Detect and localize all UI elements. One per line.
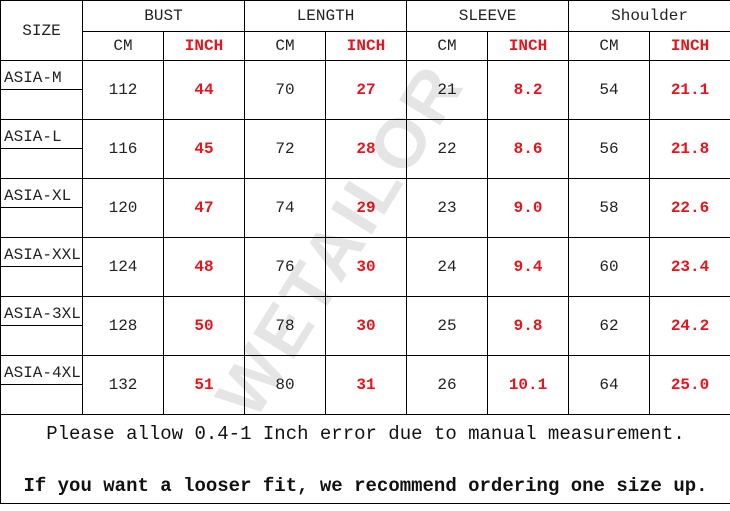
- length-header: LENGTH: [243, 0, 408, 32]
- shoulder-cm-cell: 60: [568, 237, 651, 297]
- shoulder-cm-cell: 64: [568, 355, 651, 415]
- bust-cm-cell: 124: [82, 237, 164, 297]
- size-cell: ASIA-XXL: [0, 237, 83, 297]
- sleeve-in-cell: 8.6: [487, 119, 570, 179]
- table-row: ASIA-4XL 132 51 80 31 26 10.1 64 25.0: [0, 355, 730, 415]
- shoulder-cm-cell: 54: [568, 60, 651, 120]
- sleeve-cm-cell: 26: [406, 355, 489, 415]
- shoulder-in-cell: 23.4: [649, 237, 730, 297]
- cm-header: CM: [568, 31, 651, 61]
- size-cell: ASIA-XL: [0, 178, 83, 238]
- inch-header: INCH: [487, 31, 570, 61]
- length-in-cell: 27: [324, 60, 408, 120]
- bust-header: BUST: [82, 0, 245, 32]
- error-note: Please allow 0.4-1 Inch error due to man…: [46, 423, 685, 445]
- sleeve-in-cell: 9.8: [487, 296, 570, 356]
- sleeve-cm-cell: 22: [406, 119, 489, 179]
- table-row: ASIA-XXL 124 48 76 30 24 9.4 60 23.4: [0, 237, 730, 297]
- sleeve-in-cell: 9.0: [487, 178, 570, 238]
- shoulder-cm-cell: 56: [568, 119, 651, 179]
- sleeve-header: SLEEVE: [406, 0, 570, 32]
- bust-in-cell: 51: [163, 355, 245, 415]
- length-cm-cell: 78: [244, 296, 326, 356]
- cm-header: CM: [244, 31, 326, 61]
- bust-in-cell: 44: [163, 60, 245, 120]
- size-cell: ASIA-M: [0, 60, 83, 120]
- cm-header: CM: [406, 31, 489, 61]
- shoulder-cm-cell: 58: [568, 178, 651, 238]
- size-header: SIZE: [0, 0, 83, 61]
- length-in-cell: 28: [324, 119, 408, 179]
- length-in-cell: 29: [324, 178, 408, 238]
- sleeve-cm-cell: 21: [406, 60, 489, 120]
- inch-header: INCH: [163, 31, 245, 61]
- sleeve-in-cell: 9.4: [487, 237, 570, 297]
- length-cm-cell: 72: [244, 119, 326, 179]
- table-row: ASIA-XL 120 47 74 29 23 9.0 58 22.6: [0, 178, 730, 238]
- cm-header: CM: [82, 31, 164, 61]
- length-in-cell: 30: [324, 296, 408, 356]
- shoulder-in-cell: 21.1: [649, 60, 730, 120]
- bust-cm-cell: 128: [82, 296, 164, 356]
- bust-in-cell: 48: [163, 237, 245, 297]
- size-cell: ASIA-4XL: [0, 355, 83, 415]
- sleeve-cm-cell: 23: [406, 178, 489, 238]
- bust-in-cell: 45: [163, 119, 245, 179]
- shoulder-in-cell: 24.2: [649, 296, 730, 356]
- bust-cm-cell: 132: [82, 355, 164, 415]
- table-row: ASIA-M 112 44 70 27 21 8.2 54 21.1: [0, 60, 730, 120]
- shoulder-in-cell: 21.8: [649, 119, 730, 179]
- size-label: ASIA-XXL: [4, 246, 81, 264]
- length-in-cell: 31: [324, 355, 408, 415]
- size-label: ASIA-L: [4, 128, 62, 146]
- size-label: ASIA-3XL: [4, 305, 81, 323]
- sleeve-in-cell: 10.1: [487, 355, 570, 415]
- table-row: ASIA-3XL 128 50 78 30 25 9.8 62 24.2: [0, 296, 730, 356]
- sleeve-cm-cell: 24: [406, 237, 489, 297]
- bust-in-cell: 50: [163, 296, 245, 356]
- shoulder-header: Shoulder: [568, 0, 730, 32]
- size-label: ASIA-M: [4, 69, 62, 87]
- size-cell: ASIA-3XL: [0, 296, 83, 356]
- bust-cm-cell: 120: [82, 178, 164, 238]
- sleeve-in-cell: 8.2: [487, 60, 570, 120]
- bust-cm-cell: 116: [82, 119, 164, 179]
- table-row: ASIA-L 116 45 72 28 22 8.6 56 21.8: [0, 119, 730, 179]
- size-cell: ASIA-L: [0, 119, 83, 179]
- notes-cell: Please allow 0.4-1 Inch error due to man…: [0, 414, 730, 504]
- size-label: ASIA-4XL: [4, 364, 81, 382]
- shoulder-in-cell: 22.6: [649, 178, 730, 238]
- inch-header: INCH: [649, 31, 730, 61]
- length-cm-cell: 74: [244, 178, 326, 238]
- inch-header: INCH: [324, 31, 408, 61]
- shoulder-cm-cell: 62: [568, 296, 651, 356]
- bust-cm-cell: 112: [82, 60, 164, 120]
- length-cm-cell: 80: [244, 355, 326, 415]
- sleeve-cm-cell: 25: [406, 296, 489, 356]
- size-label: ASIA-XL: [4, 187, 72, 205]
- fit-note: If you want a looser fit, we recommend o…: [23, 475, 708, 497]
- bust-in-cell: 47: [163, 178, 245, 238]
- length-in-cell: 30: [324, 237, 408, 297]
- shoulder-in-cell: 25.0: [649, 355, 730, 415]
- length-cm-cell: 70: [244, 60, 326, 120]
- length-cm-cell: 76: [244, 237, 326, 297]
